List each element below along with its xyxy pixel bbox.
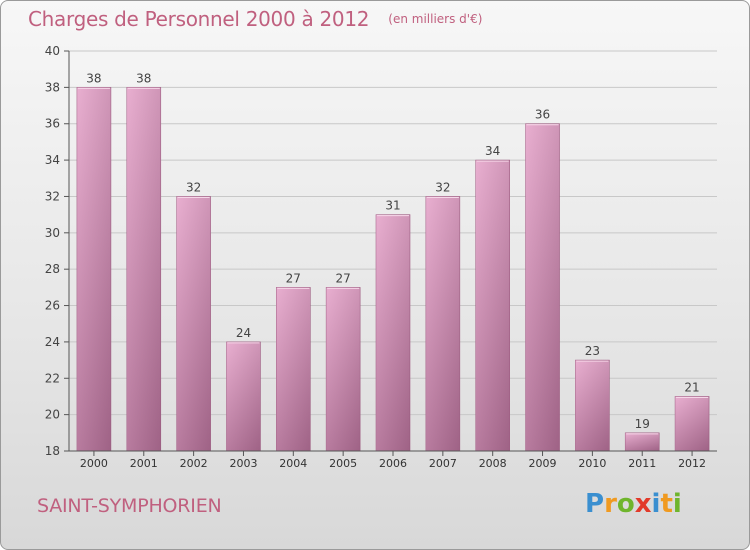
bar-value-label: 32	[435, 180, 450, 194]
bar-shade	[76, 87, 111, 451]
logo-letter: t	[660, 489, 673, 519]
y-tick-label: 24	[45, 335, 60, 349]
y-tick-label: 28	[45, 262, 60, 276]
bars	[76, 87, 710, 452]
place-name: SAINT-SYMPHORIEN	[37, 495, 222, 517]
bar-value-label: 38	[136, 71, 151, 85]
chart-title: Charges de Personnel 2000 à 2012	[28, 7, 370, 31]
bar-shade	[126, 87, 161, 451]
y-tick-label: 22	[45, 371, 60, 385]
bar-shade	[525, 123, 560, 452]
y-tick-label: 30	[45, 226, 60, 240]
bar-shade	[425, 196, 460, 451]
x-tick-label: 2011	[628, 457, 656, 470]
bar-value-label: 24	[236, 326, 251, 340]
logo-letter: i	[672, 489, 682, 519]
axes	[64, 50, 717, 456]
chart-subtitle: (en milliers d'€)	[388, 12, 483, 26]
x-tick-label: 2004	[279, 457, 307, 470]
logo-letter: P	[585, 489, 605, 519]
y-tick-label: 26	[45, 299, 60, 313]
y-tick-label: 36	[45, 117, 60, 131]
y-tick-label: 34	[45, 153, 60, 167]
logo-letter: r	[604, 489, 617, 519]
bar-value-label: 36	[535, 108, 550, 122]
logo-letter: x	[634, 489, 652, 519]
bar-shade	[475, 160, 510, 451]
bar-value-label: 23	[585, 344, 600, 358]
x-tick-label: 2009	[529, 457, 557, 470]
bar-value-label: 27	[286, 271, 301, 285]
bar-value-label: 31	[385, 199, 400, 213]
bar-value-label: 38	[86, 71, 101, 85]
x-tick-label: 2002	[180, 457, 208, 470]
x-tick-label: 2010	[578, 457, 606, 470]
bar-shade	[326, 287, 361, 451]
logo-letter: i	[651, 489, 661, 519]
x-tick-label: 2001	[130, 457, 158, 470]
y-tick-label: 18	[45, 444, 60, 458]
x-tick-label: 2003	[229, 457, 257, 470]
bar-value-label: 32	[186, 180, 201, 194]
labels: 18 20 22 24 26 28 30 32 34 36 38 40 38 2000 38 2001 32 20…	[45, 44, 706, 470]
bar-shade	[226, 341, 261, 451]
bar-shade	[276, 287, 311, 451]
y-tick-label: 20	[45, 408, 60, 422]
x-tick-label: 2000	[80, 457, 108, 470]
bar-shade	[575, 360, 610, 451]
bar-shade	[675, 396, 710, 451]
bar-shade	[376, 214, 410, 451]
title-row: Charges de Personnel 2000 à 2012 (en mil…	[28, 7, 482, 31]
x-tick-label: 2005	[329, 457, 357, 470]
proxiti-logo: Proxiti	[585, 489, 682, 519]
y-tick-label: 40	[45, 44, 60, 58]
x-tick-label: 2006	[379, 457, 407, 470]
bar-value-label: 19	[635, 417, 650, 431]
bar-shade	[176, 196, 211, 451]
bar-value-label: 21	[684, 380, 699, 394]
x-tick-label: 2008	[479, 457, 507, 470]
y-tick-label: 32	[45, 189, 60, 203]
bar-value-label: 34	[485, 144, 500, 158]
bar-value-label: 27	[336, 271, 351, 285]
y-tick-label: 38	[45, 80, 60, 94]
logo-letter: o	[616, 489, 635, 519]
x-tick-label: 2012	[678, 457, 706, 470]
bar-shade	[625, 432, 660, 451]
x-tick-label: 2007	[429, 457, 457, 470]
